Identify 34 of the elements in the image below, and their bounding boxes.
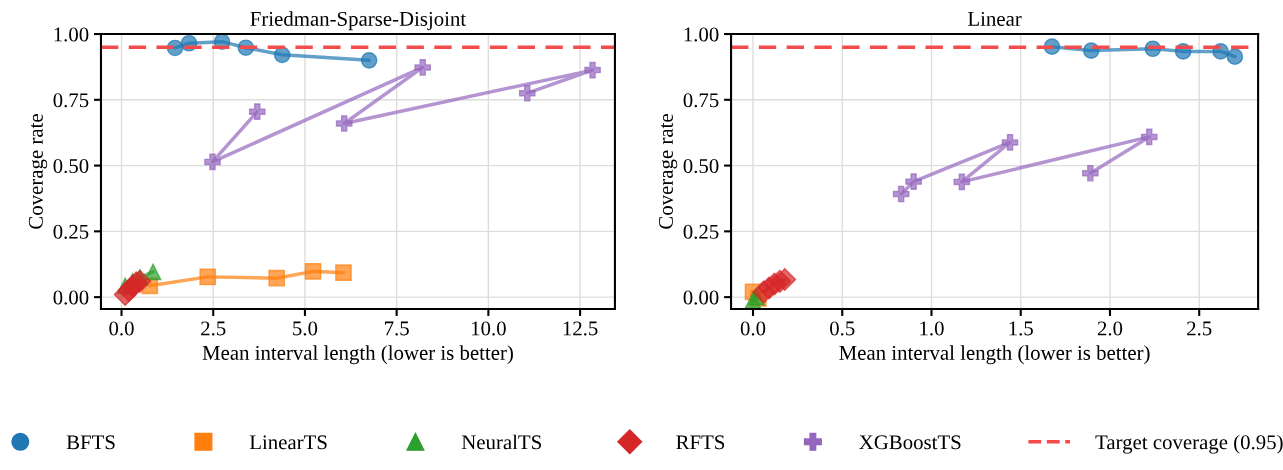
legend-label: NeuralTS xyxy=(461,434,541,450)
y-tick-label: 0.75 xyxy=(53,93,89,108)
x-axis-title: Mean interval length (lower is better) xyxy=(839,345,1150,365)
chart-title: Friedman-Sparse-Disjoint xyxy=(250,11,467,31)
x-tick-label: 2.5 xyxy=(1187,321,1212,336)
x-tick-label: 0.0 xyxy=(109,321,134,336)
y-tick-label: 1.00 xyxy=(684,27,719,42)
x-tick-label: 1.0 xyxy=(920,321,944,336)
y-tick-label: 0.25 xyxy=(53,224,89,239)
x-tick-label: 2.5 xyxy=(201,321,226,336)
x-tick-label: 10.0 xyxy=(471,321,506,336)
x-tick-label: 0.5 xyxy=(830,321,855,336)
y-tick-label: 0.75 xyxy=(683,93,719,108)
y-axis-title: Coverage rate xyxy=(28,114,48,229)
y-tick-label: 1.00 xyxy=(54,27,89,42)
legend-label: Target coverage (0.95) xyxy=(1095,434,1283,454)
x-tick-label: 2.0 xyxy=(1097,321,1123,336)
legend-label: XGBoostTS xyxy=(859,435,961,450)
x-tick-label: 0.0 xyxy=(740,321,766,336)
x-tick-label: 1.5 xyxy=(1009,321,1033,336)
y-tick-label: 0.50 xyxy=(683,158,719,174)
y-tick-label: 0.00 xyxy=(683,290,719,305)
y-tick-label: 0.00 xyxy=(53,290,89,305)
x-axis-title: Mean interval length (lower is better) xyxy=(202,345,513,365)
x-tick-label: 12.5 xyxy=(563,321,598,336)
y-tick-label: 0.25 xyxy=(683,224,719,239)
legend-label: RFTS xyxy=(676,435,725,450)
x-tick-label: 7.5 xyxy=(385,321,409,336)
y-tick-label: 0.50 xyxy=(53,158,89,174)
legend-label: LinearTS xyxy=(249,435,327,450)
chart-title: Linear xyxy=(968,11,1022,26)
legend-label: BFTS xyxy=(66,435,115,450)
x-tick-label: 5.0 xyxy=(293,321,318,336)
y-axis-title: Coverage rate xyxy=(658,114,678,229)
